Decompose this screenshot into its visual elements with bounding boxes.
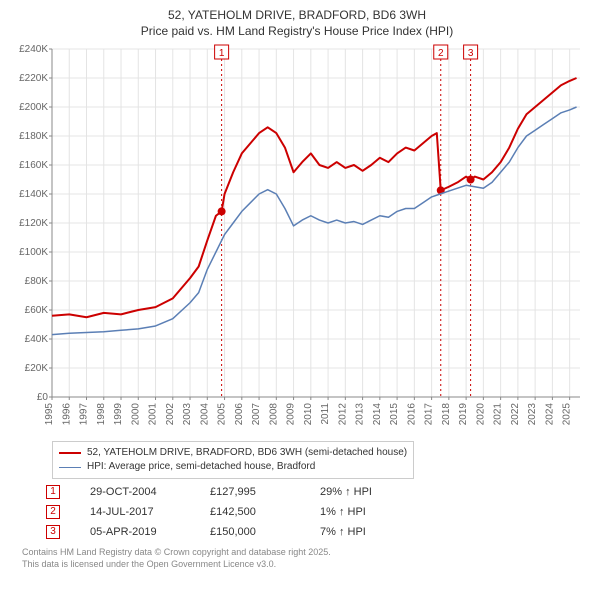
svg-text:2022: 2022 [510, 403, 521, 426]
svg-text:2017: 2017 [424, 403, 435, 426]
svg-text:£40K: £40K [25, 334, 49, 345]
svg-text:2016: 2016 [406, 403, 417, 426]
svg-text:2005: 2005 [217, 403, 228, 426]
sale-price: £150,000 [210, 526, 290, 538]
svg-text:2004: 2004 [199, 403, 210, 426]
sale-marker-badge: 3 [46, 525, 60, 539]
sale-price: £142,500 [210, 506, 290, 518]
svg-text:2003: 2003 [182, 403, 193, 426]
title-line-1: 52, YATEHOLM DRIVE, BRADFORD, BD6 3WH [8, 8, 586, 24]
sale-date: 29-OCT-2004 [90, 486, 180, 498]
legend-item-price-paid: 52, YATEHOLM DRIVE, BRADFORD, BD6 3WH (s… [59, 446, 407, 460]
svg-text:2024: 2024 [544, 403, 555, 426]
svg-text:2019: 2019 [458, 403, 469, 426]
sale-date: 05-APR-2019 [90, 526, 180, 538]
legend-label: HPI: Average price, semi-detached house,… [87, 460, 315, 474]
svg-text:2: 2 [438, 48, 444, 59]
svg-text:£160K: £160K [19, 160, 48, 171]
svg-text:2018: 2018 [441, 403, 452, 426]
svg-text:£200K: £200K [19, 102, 48, 113]
svg-text:2008: 2008 [268, 403, 279, 426]
sale-row: 2 14-JUL-2017 £142,500 1% ↑ HPI [46, 505, 586, 519]
svg-text:1: 1 [219, 48, 225, 59]
sale-marker-badge: 2 [46, 505, 60, 519]
svg-text:1998: 1998 [96, 403, 107, 426]
svg-text:2010: 2010 [303, 403, 314, 426]
sale-price: £127,995 [210, 486, 290, 498]
svg-text:1996: 1996 [61, 403, 72, 426]
svg-text:2014: 2014 [372, 403, 383, 426]
sale-marker-badge: 1 [46, 485, 60, 499]
svg-text:2013: 2013 [355, 403, 366, 426]
sale-date: 14-JUL-2017 [90, 506, 180, 518]
svg-text:£180K: £180K [19, 131, 48, 142]
chart-area: £0 £20K £40K £60K £80K £100K £120K £140K £160K £1… [8, 43, 586, 433]
footer-line-2: This data is licensed under the Open Gov… [22, 559, 586, 571]
svg-text:2015: 2015 [389, 403, 400, 426]
legend-swatch [59, 467, 81, 468]
legend-swatch [59, 452, 81, 454]
svg-text:2001: 2001 [148, 403, 159, 426]
svg-text:£140K: £140K [19, 189, 48, 200]
legend-label: 52, YATEHOLM DRIVE, BRADFORD, BD6 3WH (s… [87, 446, 407, 460]
svg-text:2009: 2009 [286, 403, 297, 426]
svg-text:1999: 1999 [113, 403, 124, 426]
svg-text:2023: 2023 [527, 403, 538, 426]
svg-text:£120K: £120K [19, 218, 48, 229]
sale-diff: 29% ↑ HPI [320, 486, 410, 498]
svg-text:£220K: £220K [19, 73, 48, 84]
svg-text:£100K: £100K [19, 247, 48, 258]
line-chart-svg: £0 £20K £40K £60K £80K £100K £120K £140K £160K £1… [8, 43, 586, 433]
svg-text:£60K: £60K [25, 305, 49, 316]
svg-text:2002: 2002 [165, 403, 176, 426]
svg-text:1995: 1995 [44, 403, 55, 426]
title-block: 52, YATEHOLM DRIVE, BRADFORD, BD6 3WH Pr… [8, 8, 586, 39]
svg-text:2011: 2011 [320, 403, 331, 425]
legend: 52, YATEHOLM DRIVE, BRADFORD, BD6 3WH (s… [52, 441, 414, 479]
svg-text:£80K: £80K [25, 276, 49, 287]
svg-text:2020: 2020 [475, 403, 486, 426]
footer-line-1: Contains HM Land Registry data © Crown c… [22, 547, 586, 559]
chart-container: 52, YATEHOLM DRIVE, BRADFORD, BD6 3WH Pr… [0, 0, 600, 590]
sale-diff: 1% ↑ HPI [320, 506, 410, 518]
svg-text:2000: 2000 [130, 403, 141, 426]
svg-text:2025: 2025 [562, 403, 573, 426]
footer-note: Contains HM Land Registry data © Crown c… [22, 547, 586, 570]
sale-row: 3 05-APR-2019 £150,000 7% ↑ HPI [46, 525, 586, 539]
svg-text:2007: 2007 [251, 403, 262, 426]
sales-table: 1 29-OCT-2004 £127,995 29% ↑ HPI 2 14-JUL-201… [46, 485, 586, 539]
sale-row: 1 29-OCT-2004 £127,995 29% ↑ HPI [46, 485, 586, 499]
svg-text:2012: 2012 [337, 403, 348, 426]
legend-item-hpi: HPI: Average price, semi-detached house,… [59, 460, 407, 474]
svg-text:£20K: £20K [25, 363, 49, 374]
svg-text:3: 3 [468, 48, 474, 59]
sale-diff: 7% ↑ HPI [320, 526, 410, 538]
svg-text:£240K: £240K [19, 44, 48, 55]
svg-text:2006: 2006 [234, 403, 245, 426]
svg-text:1997: 1997 [79, 403, 90, 426]
svg-text:2021: 2021 [493, 403, 504, 426]
title-line-2: Price paid vs. HM Land Registry's House … [8, 24, 586, 40]
svg-text:£0: £0 [37, 392, 49, 403]
